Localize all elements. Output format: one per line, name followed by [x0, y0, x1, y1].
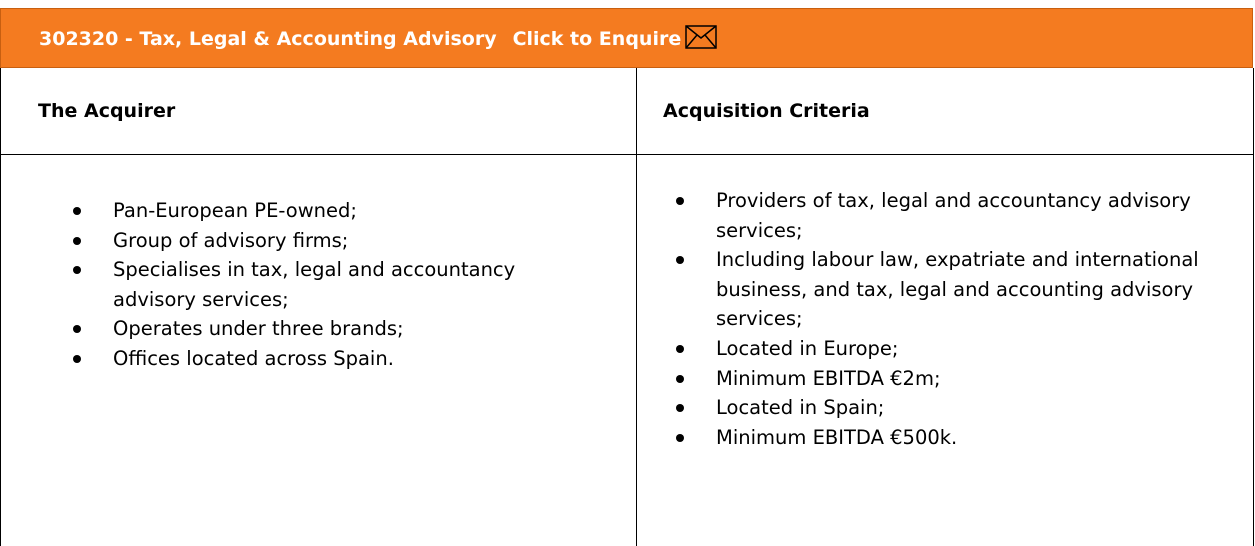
header-bar: 302320 - Tax, Legal & Accounting Advisor… [0, 8, 1253, 68]
bullet-item: Located in Spain; [676, 393, 1206, 423]
envelope-icon[interactable] [685, 25, 717, 49]
bullet-item: Minimum EBITDA €2m; [676, 364, 1206, 394]
header-text: 302320 - Tax, Legal & Accounting Advisor… [39, 25, 717, 50]
enquire-link[interactable]: Click to Enquire [512, 28, 682, 50]
column-divider [636, 68, 637, 546]
header-title: 302320 - Tax, Legal & Accounting Advisor… [39, 28, 497, 50]
bullet-item: Offices located across Spain. [73, 344, 593, 374]
bullet-list: Pan-European PE-owned; Group of advisory … [73, 196, 593, 374]
column-heading: The Acquirer [38, 100, 176, 122]
bullet-list: Providers of tax, legal and accountancy … [676, 186, 1206, 452]
row-divider [0, 154, 1254, 155]
border [0, 68, 1, 546]
bullet-item: Providers of tax, legal and accountancy … [676, 186, 1206, 245]
bullet-item: Specialises in tax, legal and accountanc… [73, 255, 593, 314]
bullet-item: Including labour law, expatriate and int… [676, 245, 1206, 334]
bullet-item: Minimum EBITDA €500k. [676, 423, 1206, 453]
column-heading: Acquisition Criteria [663, 100, 870, 122]
bullet-item: Located in Europe; [676, 334, 1206, 364]
bullet-item: Pan-European PE-owned; [73, 196, 593, 226]
bullet-item: Group of advisory firms; [73, 226, 593, 256]
bullet-item: Operates under three brands; [73, 314, 593, 344]
border [1253, 68, 1254, 546]
